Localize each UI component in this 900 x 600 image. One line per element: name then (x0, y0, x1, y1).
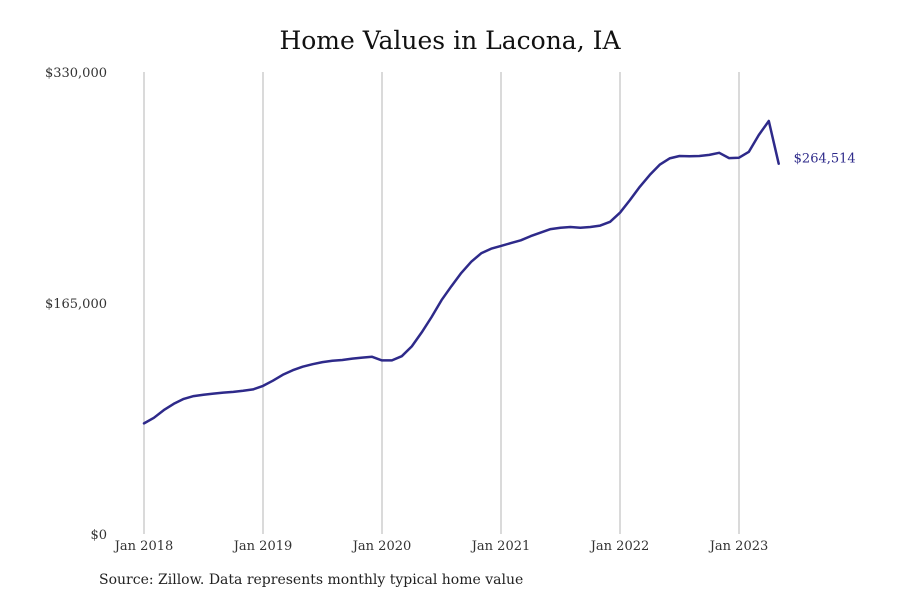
x-tick-label: Jan 2021 (470, 539, 531, 554)
gridlines (143, 72, 740, 534)
end-value-label: $264,514 (794, 152, 856, 167)
source-note: Source: Zillow. Data represents monthly … (99, 572, 524, 588)
y-tick-label: $330,000 (45, 66, 107, 81)
y-tick-label: $165,000 (45, 297, 107, 312)
y-axis-ticks: $0 $165,000 $330,000 (45, 66, 107, 543)
x-tick-label: Jan 2023 (708, 539, 769, 554)
x-axis-ticks: Jan 2018 Jan 2019 Jan 2020 Jan 2021 Jan 2022… (113, 539, 769, 554)
x-tick-label: Jan 2019 (232, 539, 293, 554)
chart-title: Home Values in Lacona, IA (279, 26, 621, 55)
y-tick-label: $0 (90, 528, 107, 543)
x-tick-label: Jan 2020 (351, 539, 412, 554)
home-value-line (142, 119, 780, 425)
x-tick-label: Jan 2018 (113, 539, 174, 554)
x-tick-label: Jan 2022 (589, 539, 650, 554)
